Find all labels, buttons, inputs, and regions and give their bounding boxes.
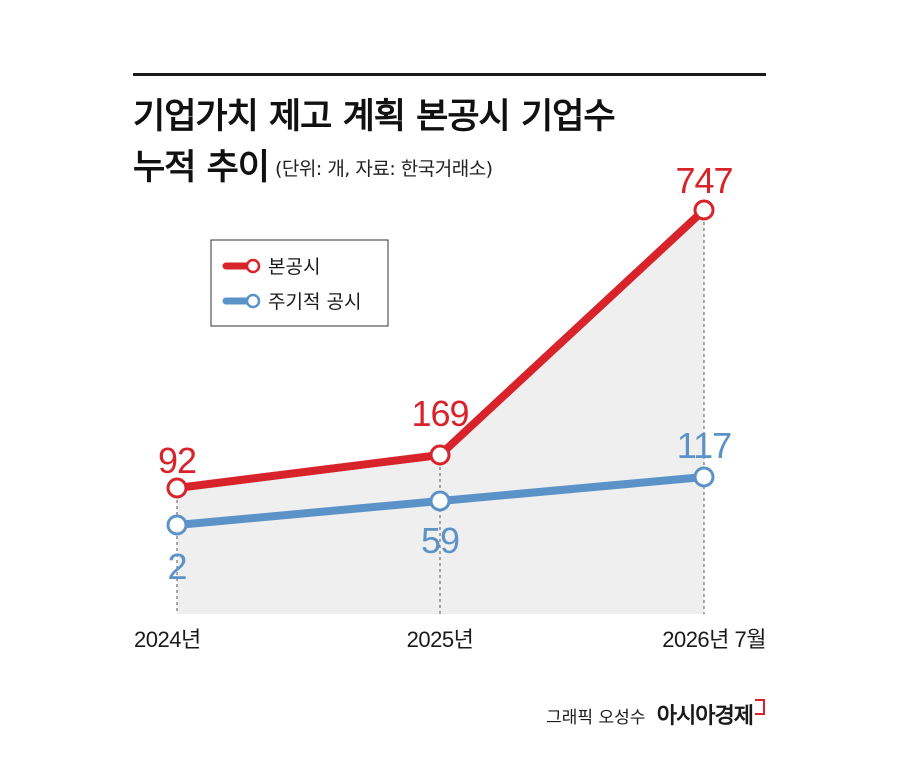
title-line-2: 누적 추이 (단위: 개, 자료: 한국거래소) — [133, 143, 773, 195]
legend-item-main-marker — [245, 258, 261, 274]
legend-item-periodic-marker — [245, 293, 261, 309]
top-rule — [133, 73, 766, 76]
data-point — [429, 490, 451, 512]
data-point — [693, 199, 715, 221]
chart-title: 기업가치 제고 계획 본공시 기업수 누적 추이 (단위: 개, 자료: 한국거래… — [133, 92, 773, 195]
legend-box — [210, 239, 389, 327]
data-label-main: 169 — [411, 393, 468, 434]
x-tick-label: 2026년 7월 — [662, 627, 766, 652]
data-point — [166, 477, 188, 499]
chart-subtitle: (단위: 개, 자료: 한국거래소) — [275, 158, 493, 180]
data-point — [693, 466, 715, 488]
x-tick-label: 2025년 — [407, 627, 474, 652]
x-tick-label: 2024년 — [134, 627, 201, 652]
title-line-1: 기업가치 제고 계획 본공시 기업수 — [133, 97, 616, 137]
graphic-credit: 그래픽 오성수 — [546, 708, 646, 728]
data-label-periodic: 2 — [167, 546, 186, 587]
legend-item-periodic-label: 주기적 공시 — [268, 291, 361, 313]
footer: 그래픽 오성수 아시아경제 — [546, 698, 765, 730]
data-label-periodic: 117 — [677, 425, 731, 466]
brand-logo: 아시아경제 — [656, 699, 765, 729]
data-point — [166, 514, 188, 536]
brand-name: 아시아경제 — [656, 704, 754, 729]
data-label-periodic: 59 — [421, 520, 459, 561]
data-label-main: 92 — [158, 440, 196, 481]
data-point — [429, 444, 451, 466]
brand-mark-icon — [755, 699, 765, 715]
data-label-main: 747 — [675, 160, 732, 201]
title-line-2-text: 누적 추이 — [133, 148, 270, 188]
legend-item-main-label: 본공시 — [268, 256, 320, 278]
